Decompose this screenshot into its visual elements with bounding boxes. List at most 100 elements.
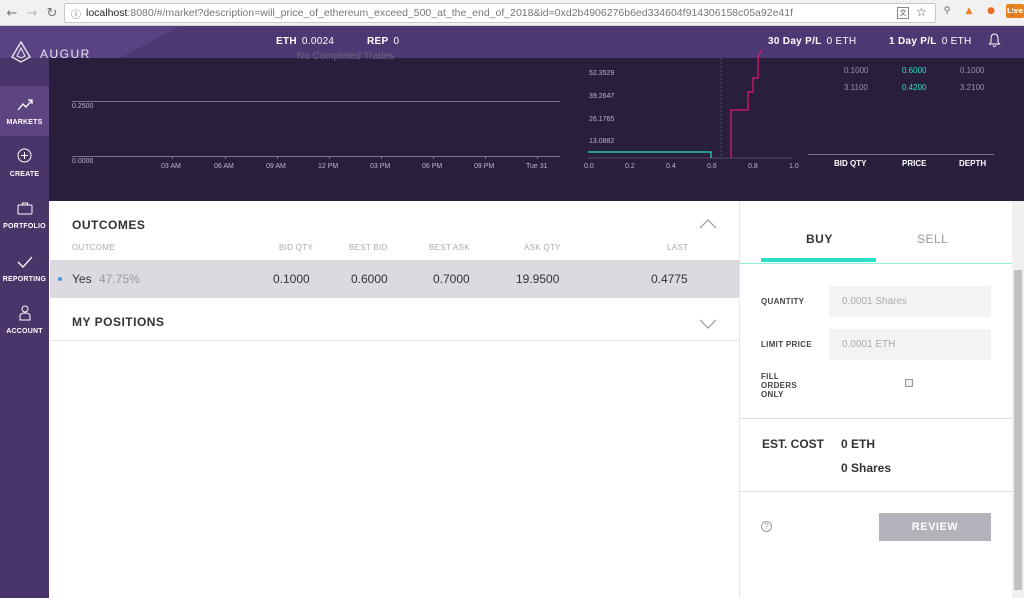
orderbook-header-qty: BID QTY xyxy=(834,159,867,168)
scrollbar-thumb[interactable] xyxy=(1014,270,1022,590)
positions-title: MY POSITIONS xyxy=(72,315,165,329)
outcome-last: 0.4775 xyxy=(651,272,688,286)
orderbook-qty: 0.1000 xyxy=(844,66,869,75)
browser-menu-icon[interactable]: ⋮ xyxy=(1006,4,1018,18)
quantity-input[interactable] xyxy=(829,286,991,317)
expand-positions-icon[interactable] xyxy=(699,316,717,334)
outcome-bid-qty: 0.1000 xyxy=(273,272,310,286)
depth-y-tick-label: 13.0882 xyxy=(589,138,615,145)
back-icon[interactable]: ← xyxy=(6,5,18,21)
portfolio-briefcase-icon xyxy=(17,200,33,220)
quantity-label: QUANTITY xyxy=(761,297,805,306)
est-divider xyxy=(739,418,1012,419)
price-x-tick-mark xyxy=(329,156,330,159)
extension-search-icon[interactable]: ⚲ xyxy=(943,6,951,16)
fill-orders-label: FILL ORDERS ONLY xyxy=(761,372,797,399)
price-y-label: 0.2500 xyxy=(72,103,94,110)
depth-x-tick-label: 0.6 xyxy=(707,163,717,170)
augur-logo-icon xyxy=(11,41,31,63)
depth-x-tick-label: 0.0 xyxy=(584,163,594,170)
sidebar xyxy=(0,86,49,598)
tab-underline xyxy=(739,263,1012,264)
price-x-tick-mark xyxy=(225,156,226,159)
price-x-tick-label: 12 PM xyxy=(318,163,339,170)
sidebar-item-portfolio[interactable]: PORTFOLIO xyxy=(0,190,49,240)
sidebar-item-create[interactable]: CREATE xyxy=(0,138,49,188)
col-outcome: OUTCOME xyxy=(72,243,115,252)
bookmark-star-icon[interactable]: ☆ xyxy=(916,5,927,19)
price-x-tick-mark xyxy=(485,156,486,159)
fill-orders-checkbox[interactable] xyxy=(905,379,913,387)
sidebar-item-account[interactable]: ACCOUNT xyxy=(0,295,49,345)
price-x-axis xyxy=(72,156,560,157)
depth-ask-line xyxy=(730,50,762,158)
outcome-pct: 47.75% xyxy=(99,272,140,286)
outcomes-title: OUTCOMES xyxy=(72,218,146,232)
sidebar-item-markets[interactable]: MARKETS xyxy=(0,86,49,136)
orderbook-price: 0.4200 xyxy=(902,83,927,92)
price-x-tick-label: Tue 31 xyxy=(526,163,548,170)
orderbook-divider xyxy=(808,154,994,155)
col-best-ask: BEST ASK xyxy=(429,243,470,252)
notifications-bell-icon[interactable] xyxy=(988,33,1001,53)
address-bar[interactable]: ⓘ localhost:8080/#/market?description=wi… xyxy=(64,3,936,23)
extension-tray: ⚲ ▲ ● Live xyxy=(940,4,1024,18)
fill-label-line: ONLY xyxy=(761,390,784,399)
metamask-fox-icon[interactable]: ▲ xyxy=(965,6,973,16)
price-x-tick-label: 09 PM xyxy=(474,163,495,170)
buy-tab-indicator xyxy=(761,258,876,262)
est-cost-shares: 0 Shares xyxy=(841,461,892,475)
price-x-tick-mark xyxy=(381,156,382,159)
col-best-bid: BEST BID xyxy=(349,243,388,252)
price-x-tick-mark xyxy=(537,156,538,159)
fill-label-line: ORDERS xyxy=(761,381,798,390)
depth-y-tick-label: 52.3529 xyxy=(589,70,615,77)
live-badge-icon[interactable]: Live xyxy=(1006,4,1024,18)
price-x-tick-mark xyxy=(277,156,278,159)
orderbook-depth: 0.1000 xyxy=(960,66,985,75)
outcome-name: Yes xyxy=(72,272,92,286)
pl-30-day: 30 Day P/L 0 ETH xyxy=(768,36,857,47)
tab-buy[interactable]: BUY xyxy=(806,232,833,246)
price-x-tick-mark xyxy=(172,156,173,159)
reload-icon[interactable]: ↻ xyxy=(46,5,58,21)
price-x-tick-label: 03 AM xyxy=(161,163,181,170)
price-gridline xyxy=(72,101,560,102)
depth-x-tick-label: 1.0 xyxy=(789,163,799,170)
eth-balance: ETH 0.0024 xyxy=(276,36,335,47)
outcome-best-ask: 0.7000 xyxy=(433,272,470,286)
price-x-tick-label: 06 PM xyxy=(422,163,443,170)
review-button[interactable]: REVIEW xyxy=(879,513,991,541)
outcome-row-yes[interactable] xyxy=(50,260,739,298)
rep-balance: REP 0 xyxy=(367,36,400,47)
depth-chart xyxy=(588,50,793,159)
est-cost-eth: 0 ETH xyxy=(841,437,876,451)
limit-price-input[interactable] xyxy=(829,329,991,360)
no-trades-text: No Completed Trades xyxy=(297,51,395,62)
tab-sell[interactable]: SELL xyxy=(917,232,949,246)
orderbook-header-price: PRICE xyxy=(902,159,927,168)
url-path: :8080/#/market?description=will_price_of… xyxy=(127,7,794,19)
help-question-icon[interactable]: ? xyxy=(761,521,772,532)
forward-icon[interactable]: → xyxy=(26,5,38,21)
orderbook-price: 0.6000 xyxy=(902,66,927,75)
price-y-label: 0.0000 xyxy=(72,158,94,165)
reporting-check-icon xyxy=(17,253,33,273)
augur-logo-text: AUGUR xyxy=(40,47,91,61)
orderbook-qty: 3.1100 xyxy=(844,83,868,92)
extension-orange-icon[interactable]: ● xyxy=(987,6,995,16)
url-host: localhost xyxy=(86,7,128,19)
pl-1-day: 1 Day P/L 0 ETH xyxy=(889,36,972,47)
depth-y-tick-label: 26.1765 xyxy=(589,116,615,123)
orderbook-header-depth: DEPTH xyxy=(959,159,987,168)
translate-icon[interactable]: 文 xyxy=(897,7,909,19)
account-user-icon xyxy=(19,305,31,325)
outcome-ask-qty: 19.9500 xyxy=(516,272,560,286)
price-x-tick-label: 09 AM xyxy=(266,163,286,170)
sidebar-item-reporting[interactable]: REPORTING xyxy=(0,243,49,293)
fill-label-line: FILL xyxy=(761,372,780,381)
depth-bid-line xyxy=(588,151,712,158)
price-x-tick-label: 06 AM xyxy=(214,163,234,170)
info-icon[interactable]: ⓘ xyxy=(71,9,81,21)
collapse-outcomes-icon[interactable] xyxy=(699,216,717,234)
